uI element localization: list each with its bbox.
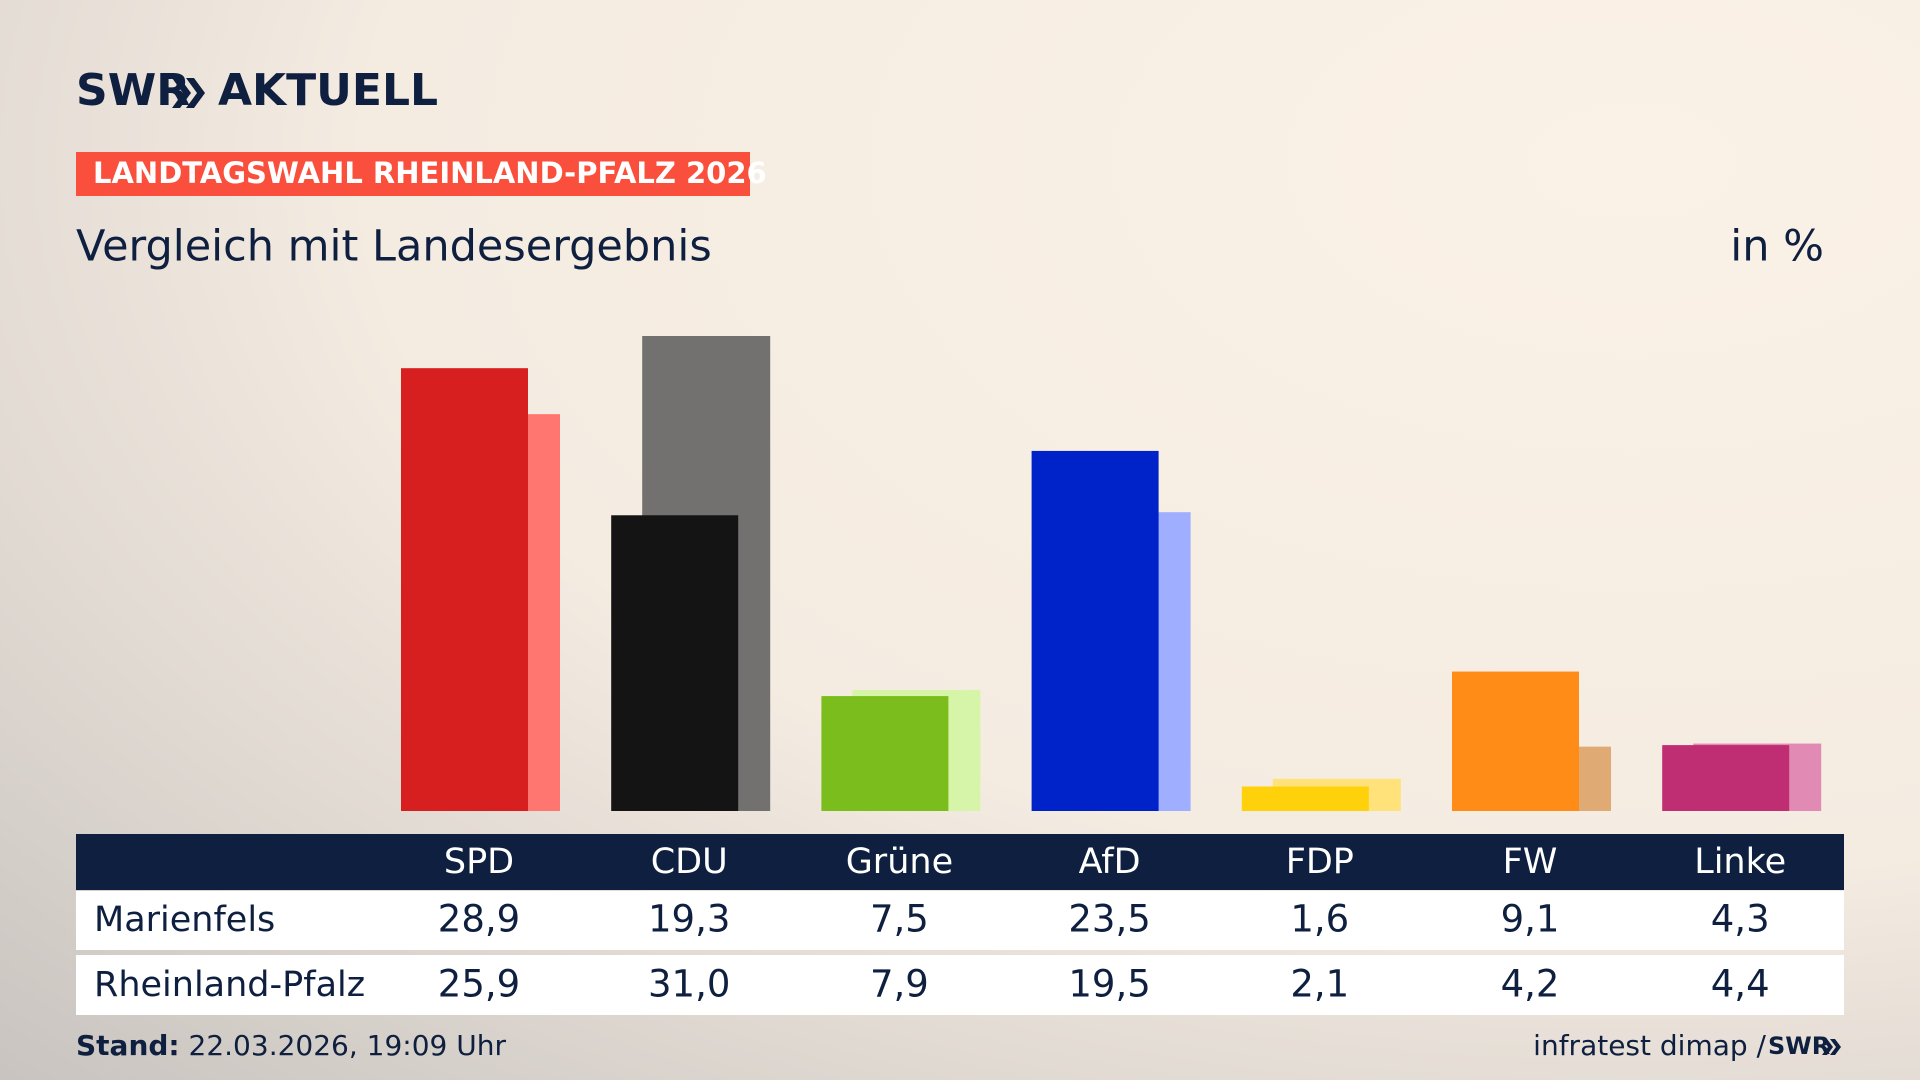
value-label: 19,5 [1068, 963, 1150, 1006]
brand: SWR [76, 65, 190, 116]
row-label: Marienfels [94, 900, 275, 940]
tag-bg [76, 152, 750, 196]
value-label: 4,3 [1711, 898, 1770, 941]
table-header [76, 834, 1844, 890]
footer-chevrons [1822, 1039, 1841, 1055]
value-label: 4,2 [1501, 963, 1560, 1006]
column-header: FDP [1286, 842, 1354, 882]
value-label: 1,6 [1290, 898, 1349, 941]
unit: in % [1730, 222, 1824, 272]
chart-title: Vergleich mit Landesergebnis [76, 222, 712, 272]
value-label: 4,4 [1711, 963, 1770, 1006]
bar [611, 515, 739, 811]
logo: SWR AKTUELL [76, 65, 438, 116]
value-label: 2,1 [1290, 963, 1349, 1006]
table: SPD CDU Grüne AfD FDP FW Linke Marienfels 28,9 19… [94, 842, 1786, 1006]
source: infratest dimap / [1533, 1029, 1766, 1062]
column-header: AfD [1079, 842, 1141, 882]
value-label: 7,5 [870, 898, 929, 941]
column-header: Linke [1694, 842, 1786, 882]
bar [821, 696, 949, 811]
column-header: FW [1503, 842, 1558, 882]
value-label: 23,5 [1068, 898, 1150, 941]
bar [1452, 671, 1579, 811]
stand: 22.03.2026, 19:09 Uhr [189, 1029, 507, 1062]
column-header: SPD [444, 842, 514, 882]
stand-label: Stand: [76, 1029, 180, 1062]
value-label: 19,3 [648, 898, 730, 941]
footer: Stand: 22.03.2026, 19:09 Uhr [76, 1029, 506, 1062]
row-label: Rheinland-Pfalz [94, 965, 365, 1005]
section: AKTUELL [218, 65, 438, 116]
value-label: 9,1 [1501, 898, 1560, 941]
value-label: 31,0 [648, 963, 730, 1006]
tag: LANDTAGSWAHL RHEINLAND-PFALZ 2026 [93, 156, 767, 190]
footer-brand: SWR [1768, 1032, 1830, 1060]
table-row [76, 955, 1844, 1015]
value-label: 25,9 [438, 963, 520, 1006]
column-header: CDU [651, 842, 728, 882]
bar [1662, 745, 1790, 811]
bars [401, 336, 1822, 811]
value-label: 28,9 [438, 898, 520, 941]
value-label: 7,9 [870, 963, 929, 1006]
column-header: Grüne [846, 842, 953, 882]
bar [401, 368, 528, 811]
bar [1031, 450, 1159, 811]
bar [1241, 786, 1369, 811]
brand-chevrons [172, 78, 205, 108]
table-row [76, 891, 1844, 950]
